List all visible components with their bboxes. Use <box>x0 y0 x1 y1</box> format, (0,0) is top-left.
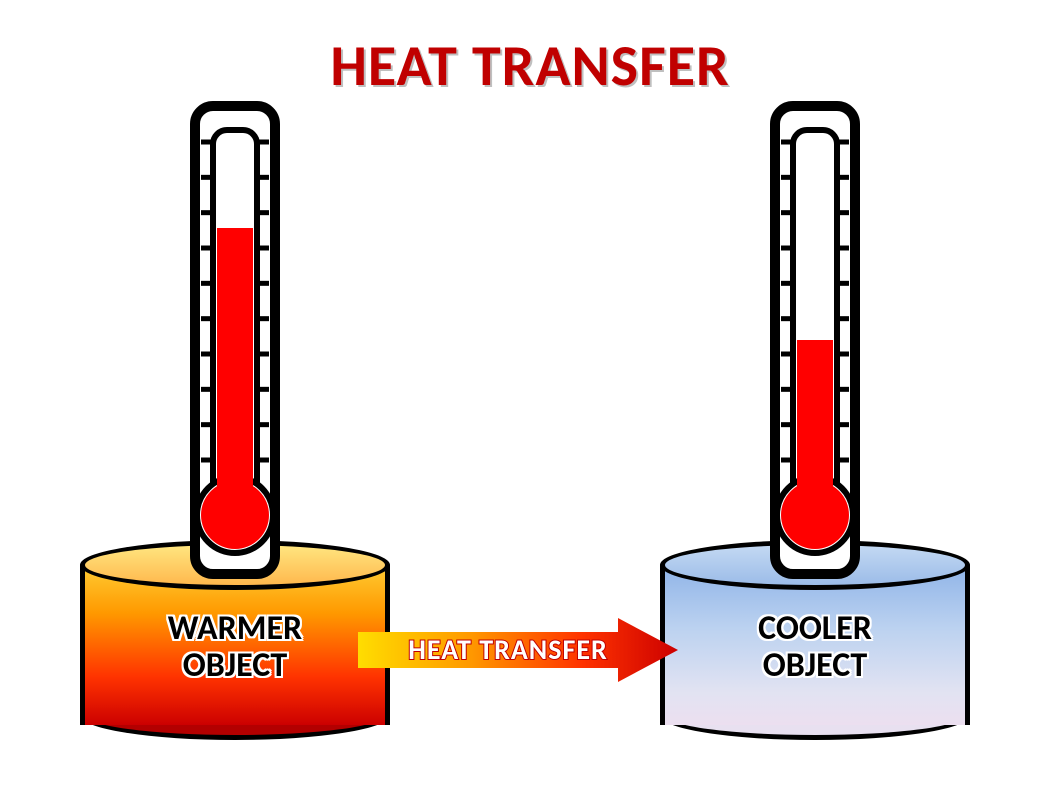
thermometer-cool <box>745 100 885 580</box>
arrow-label: HEAT TRANSFER <box>358 618 658 682</box>
warmer-object-label: WARMER OBJECT <box>80 610 390 685</box>
page-title: HEAT TRANSFER <box>0 30 1060 101</box>
label-line: COOLER <box>758 608 872 649</box>
cooler-object-label: COOLER OBJECT <box>660 610 970 685</box>
label-line: OBJECT <box>183 645 287 686</box>
thermometer-warm <box>165 100 305 580</box>
label-line: WARMER <box>168 608 302 649</box>
label-line: OBJECT <box>763 645 867 686</box>
